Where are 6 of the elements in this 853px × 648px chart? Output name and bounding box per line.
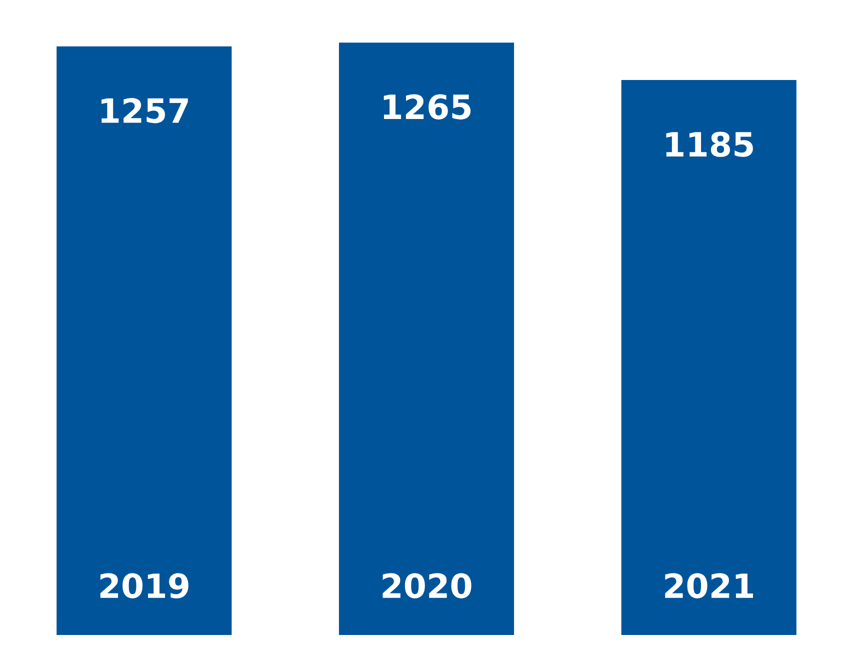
data-label: 1265 [384,94,471,120]
x-tick-label: 2019 [100,573,188,598]
x-tick-label: 2021 [665,573,753,598]
data-label: 1257 [102,98,188,124]
x-tick-label: 2020 [382,573,472,598]
data-label: 1185 [666,132,753,157]
